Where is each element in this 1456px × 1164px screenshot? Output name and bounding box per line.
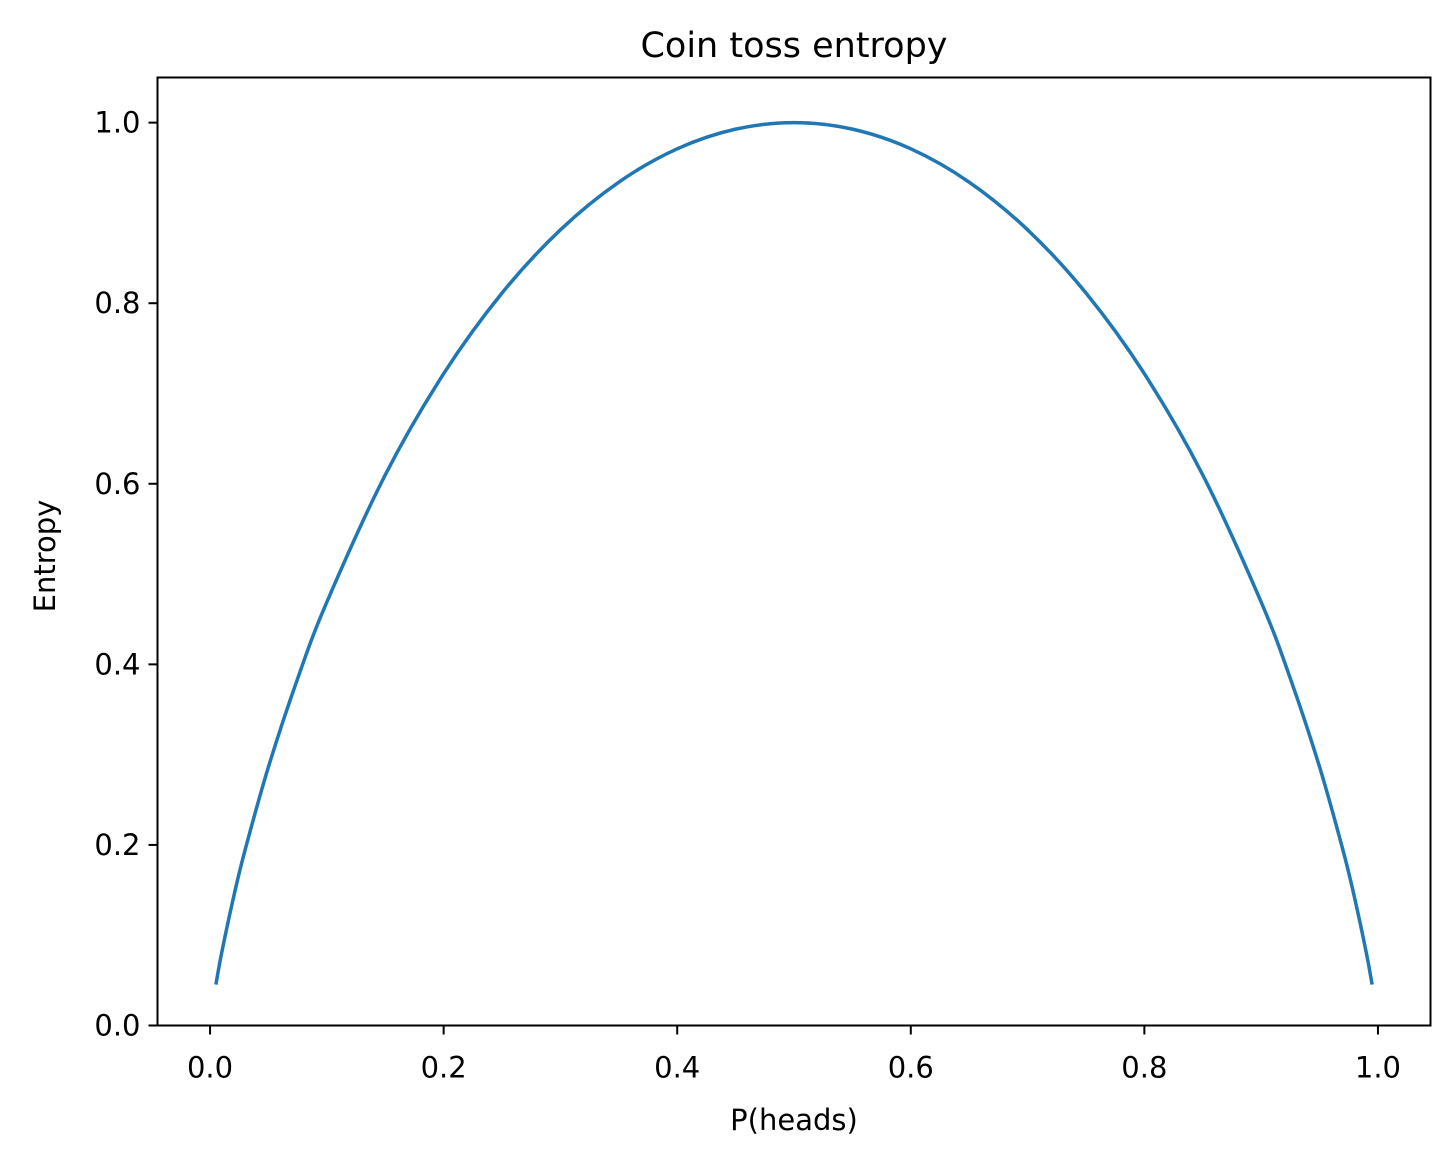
chart-title: Coin toss entropy: [640, 26, 947, 66]
y-axis-ticks: 0.0 0.2 0.4 0.6 0.8 1.0: [94, 106, 158, 1043]
y-tick-label-3: 0.6: [94, 467, 140, 501]
y-tick-label-1: 0.2: [94, 828, 140, 862]
series-layer: [214, 120, 1374, 985]
x-tick-label-4: 0.8: [1121, 1051, 1167, 1085]
entropy-series-line-0: [214, 120, 1374, 985]
x-axis-ticks: 0.0 0.2 0.4 0.6 0.8 1.0: [187, 1025, 1401, 1085]
plot-area-frame: [156, 76, 1432, 1027]
x-tick-label-3: 0.6: [888, 1051, 934, 1085]
x-tick-label-1: 0.2: [421, 1051, 467, 1085]
y-tick-label-2: 0.4: [94, 647, 140, 681]
y-tick-label-5: 1.0: [94, 106, 140, 140]
x-tick-label-5: 1.0: [1355, 1051, 1401, 1085]
x-axis-label: P(heads): [730, 1103, 858, 1137]
y-tick-label-4: 0.8: [94, 286, 140, 320]
x-tick-label-2: 0.4: [654, 1051, 700, 1085]
x-tick-label-0: 0.0: [187, 1051, 233, 1085]
y-tick-label-0: 0.0: [94, 1009, 140, 1043]
y-axis-label: Entropy: [28, 500, 62, 613]
